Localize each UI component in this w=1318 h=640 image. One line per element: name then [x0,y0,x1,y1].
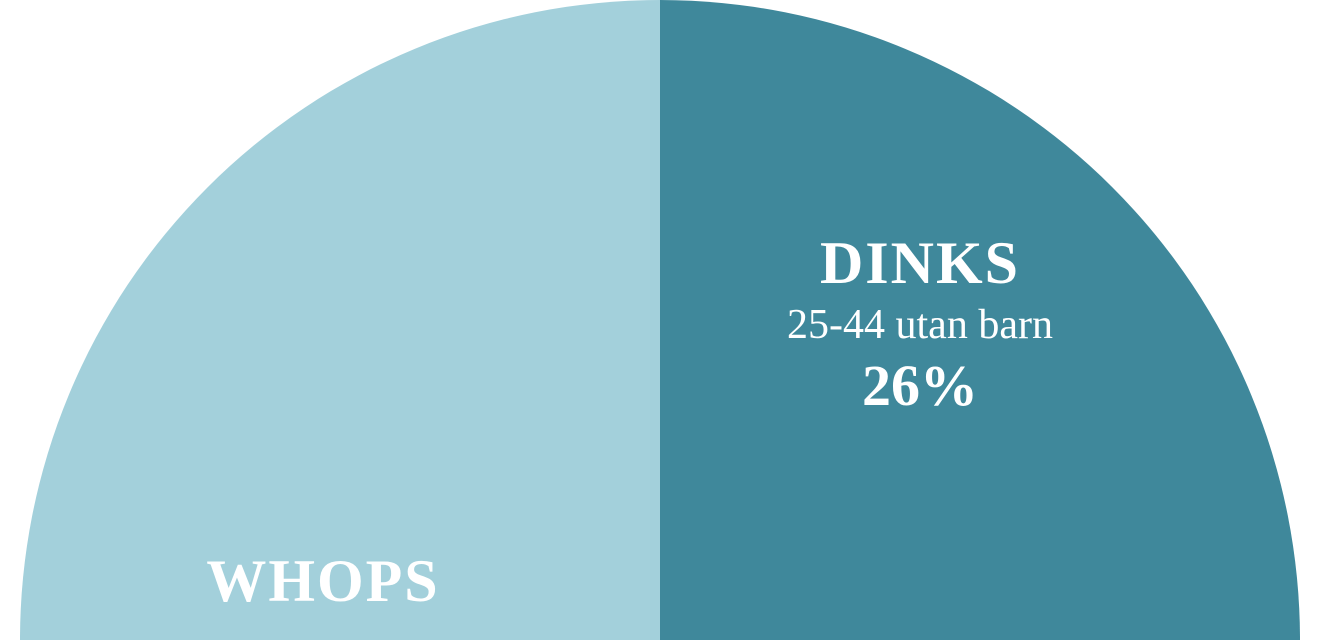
slice-label-whops: WHOPS [123,548,523,614]
pie-chart-svg [0,0,1318,640]
slice-label-dinks: DINKS 25-44 utan barn 26% [720,230,1120,418]
pie-chart-stage: DINKS 25-44 utan barn 26% WHOPS [0,0,1318,640]
slice-percent: 26% [720,354,1120,418]
slice-title: DINKS [720,230,1120,296]
slice-title: WHOPS [123,548,523,614]
pie-slice-whops [20,0,660,640]
slice-subtitle: 25-44 utan barn [720,302,1120,348]
